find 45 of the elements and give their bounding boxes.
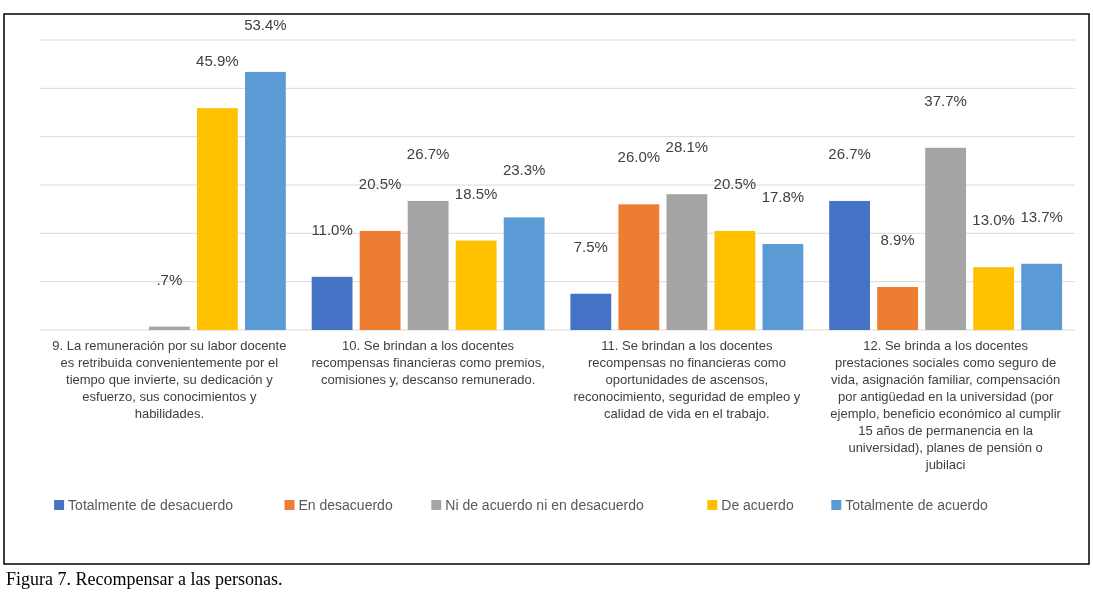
data-label: 37.7%	[924, 91, 967, 109]
data-label: 8.9%	[880, 230, 915, 248]
data-label: 26.7%	[406, 144, 450, 162]
bar	[973, 267, 1015, 330]
bar	[196, 108, 238, 330]
legend-label: En desacuerdo	[298, 497, 393, 513]
data-label: 28.1%	[665, 138, 709, 156]
data-label: 7.5%	[573, 237, 608, 255]
bar	[455, 240, 497, 330]
data-label: 20.5%	[358, 174, 402, 192]
bar	[925, 147, 967, 330]
bar	[570, 293, 612, 330]
bar	[618, 204, 660, 330]
data-label: 17.8%	[761, 187, 805, 205]
data-label: 23.3%	[502, 161, 546, 179]
data-label: 20.5%	[713, 174, 757, 192]
legend-label: Ni de acuerdo ni en desacuerdo	[445, 497, 644, 513]
bar	[245, 71, 286, 330]
data-label: 26.0%	[617, 148, 661, 166]
bar	[877, 286, 919, 330]
data-label: 11.0%	[311, 220, 353, 238]
x-tick-label: 12. Se brinda a los docentes prestaciones sociales como seguro de vida, asignación familiar, compensación por antigüedad en la universidad (por ejemplo, beneficio económico al cumplir 15 años de permanencia en la universidad), planes de pensión o jubilaci	[830, 338, 1062, 472]
data-label: 13.0%	[972, 211, 1015, 229]
data-label: 13.7%	[1020, 207, 1063, 225]
data-label: 26.7%	[828, 144, 871, 162]
bar	[503, 217, 545, 330]
text: Figura 7. Recompensar a las personas.	[6, 569, 283, 589]
data-label: 45.9%	[196, 52, 239, 70]
x-tick-label: 11. Se brindan a los docentes recompensas no financieras como oportunidades de ascensos, reconocimiento, seguridad de empleo y calidad de vida en el trabajo.	[573, 338, 801, 421]
legend-label: De acuerdo	[721, 497, 794, 513]
data-label: .7%	[156, 270, 183, 288]
bar	[359, 230, 401, 330]
bar	[407, 200, 449, 330]
bar	[829, 200, 870, 330]
data-label: 53.4%	[244, 15, 287, 33]
x-tick-label: 10. Se brindan a los docentes recompensas financieras como premios, comisiones y, descanso remunerado.	[311, 338, 545, 387]
x-tick-label: 9. La remuneración por su labor docente es retribuida convenientemente por el tiempo que invierte, su dedicación y esfuerzo, sus conocimientos y habilidades.	[52, 338, 287, 421]
bar	[762, 243, 804, 330]
legend-label: Totalmente de acuerdo	[845, 497, 988, 513]
data-label: 18.5%	[454, 184, 498, 202]
bar	[666, 194, 708, 330]
legend-label: Totalmente de desacuerdo	[68, 497, 234, 513]
bar	[1021, 263, 1063, 330]
bar	[311, 276, 353, 330]
bar	[714, 230, 756, 330]
